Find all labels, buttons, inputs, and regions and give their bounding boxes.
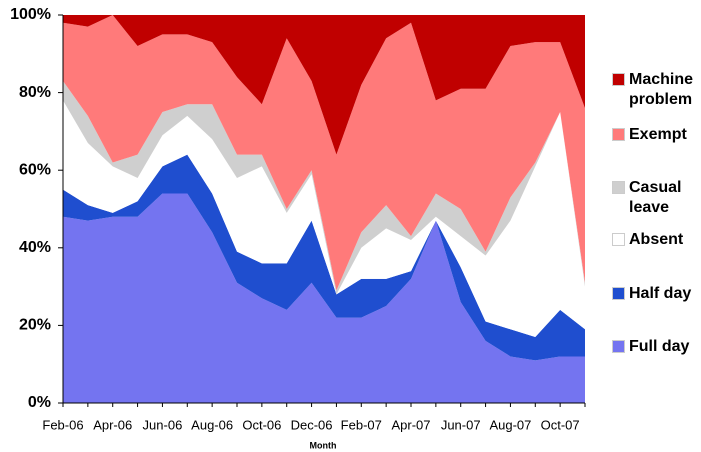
x-tick-label: Oct-07 [541,417,580,432]
area [63,193,585,403]
x-tick-label: Aug-06 [191,417,233,432]
y-tick-label: 60% [19,161,51,178]
y-tick-label: 20% [19,317,51,334]
area [63,154,585,361]
legend-swatch [612,287,625,300]
y-tick-label: 0% [28,394,51,411]
y-tick-label: 80% [19,84,51,101]
x-tick-label: Aug-07 [489,417,531,432]
legend-label: Machine problem [629,71,694,108]
legend-item: Exempt [612,125,701,145]
x-tick-label: Apr-06 [93,417,132,432]
legend-label: Half day [629,285,692,302]
legend-swatch [612,233,625,246]
area [63,15,585,291]
area [63,15,585,155]
x-axis-label: Month [310,440,337,450]
legend-item: Machine problem [612,70,701,110]
legend-item: Casual leave [612,178,701,218]
y-tick-label: 100% [10,6,51,23]
legend-label: Absent [629,231,684,248]
x-tick-label: Jun-07 [441,417,481,432]
legend-label: Casual leave [629,179,682,216]
legend-swatch [612,128,625,141]
legend-label: Full day [629,338,690,355]
legend-swatch [612,340,625,353]
x-tick-label: Apr-07 [391,417,430,432]
legend-item: Absent [612,230,701,250]
legend-item: Half day [612,284,701,304]
x-tick-label: Dec-06 [291,417,333,432]
x-tick-label: Feb-06 [42,417,83,432]
x-tick-label: Feb-07 [341,417,382,432]
x-tick-label: Oct-06 [242,417,281,432]
y-tick-label: 40% [19,239,51,256]
area [63,100,585,338]
legend-swatch [612,73,625,86]
legend-item: Full day [612,337,701,357]
legend-label: Exempt [629,126,687,143]
x-tick-label: Jun-06 [143,417,183,432]
legend-swatch [612,181,625,194]
